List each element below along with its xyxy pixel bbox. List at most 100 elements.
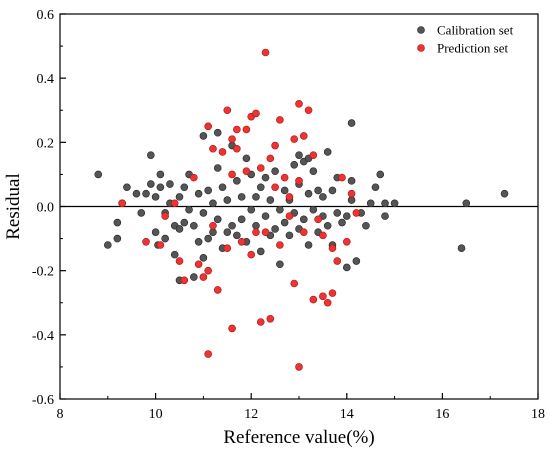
calibration-point [223,228,232,236]
prediction-point [276,116,284,124]
calibration-point [295,151,303,159]
calibration-point [266,196,275,204]
calibration-point [271,167,279,176]
prediction-point [271,183,279,192]
y-axis-title: Residual [3,173,24,240]
calibration-point [276,260,284,269]
prediction-point [290,279,299,288]
calibration-point [156,170,165,179]
calibration-point [233,231,241,240]
calibration-point [323,148,332,156]
prediction-point [299,132,308,140]
calibration-point [304,241,313,249]
calibration-point [376,170,385,179]
calibration-point [256,183,265,192]
prediction-point [156,241,165,249]
y-tick-label: 0.0 [37,201,55,216]
calibration-point [199,209,208,217]
calibration-point [280,218,289,227]
calibration-point [237,193,246,201]
calibration-point [228,221,236,230]
prediction-point [309,151,318,159]
prediction-point [233,125,241,134]
prediction-point [295,363,303,371]
prediction-point [328,289,337,297]
calibration-point [113,218,122,227]
calibration-point [500,189,509,198]
calibration-point [123,183,131,192]
calibration-point [371,183,380,192]
prediction-point [285,193,294,201]
calibration-point [304,189,313,198]
prediction-point [223,106,232,115]
prediction-point [261,228,270,236]
prediction-point [204,266,212,275]
calibration-point [247,205,255,214]
calibration-point [462,199,471,208]
prediction-point [218,148,227,156]
prediction-point [256,164,265,172]
prediction-point [237,237,246,246]
prediction-point [142,237,150,246]
x-tick-label: 8 [57,407,64,422]
legend-label-prediction: Prediction set [437,41,509,56]
calibration-point [347,177,356,185]
calibration-point [338,218,346,227]
calibration-point [209,228,217,236]
calibration-point [280,186,289,195]
prediction-point [175,257,184,265]
prediction-point [223,244,232,253]
calibration-point [271,225,279,233]
prediction-point [252,228,260,236]
prediction-point [323,298,332,307]
prediction-point [161,212,169,220]
calibration-point [319,193,327,201]
prediction-point [290,135,299,143]
prediction-point [261,48,270,57]
calibration-point [213,164,222,172]
calibration-point [328,186,337,195]
y-tick-label: -0.6 [32,393,54,408]
x-tick-label: 16 [435,407,449,422]
prediction-point [299,228,308,236]
calibration-point [333,209,342,217]
calibration-point [218,183,227,192]
calibration-point [166,180,174,188]
prediction-point [194,260,203,269]
prediction-point [228,324,236,333]
prediction-point [338,173,346,182]
calibration-point [314,186,322,195]
legend-label-calibration: Calibration set [437,23,514,38]
calibration-point [237,215,246,224]
y-tick-label: -0.4 [32,329,54,344]
prediction-point [309,295,318,304]
prediction-point [280,173,289,182]
calibration-point [381,199,389,208]
calibration-point [175,193,184,201]
legend-marker-calibration [417,26,425,34]
calibration-point [223,196,232,204]
calibration-point [147,180,155,188]
prediction-point [319,231,327,240]
y-tick-label: 0.2 [37,136,55,151]
prediction-point [242,167,251,176]
prediction-point [118,199,126,208]
calibration-point [242,154,251,163]
calibration-point [213,128,222,137]
calibration-point [299,215,308,224]
prediction-point [190,173,198,182]
prediction-point [252,109,260,118]
calibration-point [132,189,141,198]
prediction-point [228,135,236,143]
prediction-point [304,106,313,115]
prediction-point [170,199,179,208]
calibration-point [199,132,208,140]
prediction-point [347,189,356,198]
prediction-point [285,212,294,220]
calibration-point [347,196,356,204]
calibration-point [342,212,351,220]
prediction-point [228,170,236,179]
calibration-point [190,273,198,281]
